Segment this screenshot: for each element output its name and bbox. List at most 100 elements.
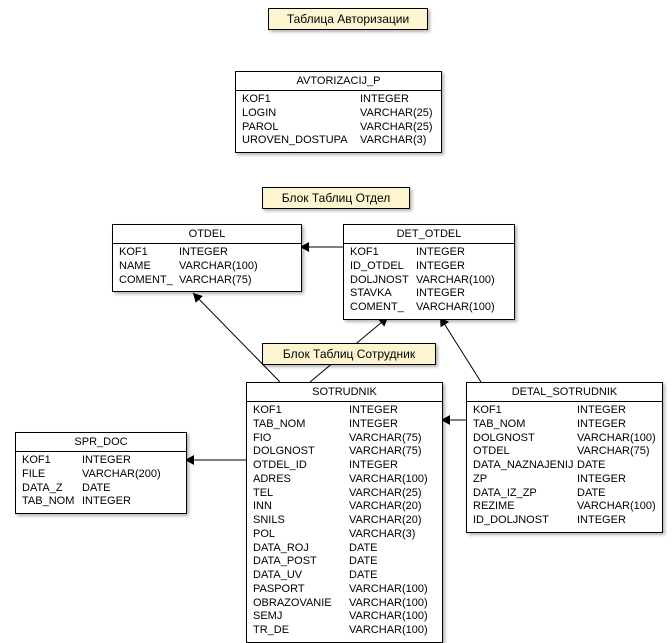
field-row: COMENT_VARCHAR(75): [119, 274, 295, 288]
connector-line: [440, 317, 481, 382]
field-row: TR_DEVARCHAR(100): [253, 624, 436, 638]
field-type: VARCHAR(25): [349, 487, 422, 501]
field-row: KOF1INTEGER: [242, 93, 435, 107]
field-type: VARCHAR(3): [349, 528, 415, 542]
field-name: REZIME: [473, 500, 577, 514]
field-row: ID_OTDELINTEGER: [350, 260, 508, 274]
field-type: INTEGER: [82, 495, 131, 509]
field-row: POLVARCHAR(3): [253, 528, 436, 542]
field-type: INTEGER: [416, 260, 465, 274]
field-type: VARCHAR(100): [349, 597, 428, 611]
field-name: FIO: [253, 432, 349, 446]
section-label: Таблица Авторизации: [268, 8, 428, 30]
field-name: POL: [253, 528, 349, 542]
field-type: VARCHAR(75): [349, 445, 422, 459]
field-type: VARCHAR(100): [349, 624, 428, 638]
field-type: INTEGER: [349, 459, 398, 473]
connector-line: [193, 293, 280, 382]
field-row: UROVEN_DOSTUPAVARCHAR(3): [242, 134, 435, 148]
field-row: TAB_NOMINTEGER: [473, 418, 656, 432]
field-name: NAME: [119, 260, 179, 274]
field-name: KOF1: [350, 246, 416, 260]
field-type: VARCHAR(200): [82, 468, 161, 482]
field-type: INTEGER: [360, 93, 409, 107]
field-row: OBRAZOVANIEVARCHAR(100): [253, 597, 436, 611]
field-row: SNILSVARCHAR(20): [253, 514, 436, 528]
field-row: STAVKAINTEGER: [350, 287, 508, 301]
field-type: VARCHAR(20): [349, 500, 422, 514]
entity-table-avtorizaciy_p: AVTORIZACIJ_P KOF1INTEGERLOGINVARCHAR(25)…: [235, 71, 442, 153]
field-name: OTDEL_ID: [253, 459, 349, 473]
entity-title: AVTORIZACIJ_P: [236, 72, 441, 91]
field-row: DATA_IZ_ZPDATE: [473, 487, 656, 501]
field-name: KOF1: [22, 454, 82, 468]
field-row: DATA_ZDATE: [22, 482, 180, 496]
field-name: ID_DOLJNOST: [473, 514, 577, 528]
field-name: ADRES: [253, 473, 349, 487]
field-row: REZIMEVARCHAR(100): [473, 500, 656, 514]
field-name: DATA_IZ_ZP: [473, 487, 577, 501]
field-name: DOLGNOST: [253, 445, 349, 459]
entity-table-otdel: OTDELKOF1INTEGERNAMEVARCHAR(100)COMENT_V…: [112, 224, 302, 292]
field-name: UROVEN_DOSTUPA: [242, 134, 360, 148]
field-row: DOLGNOSTVARCHAR(100): [473, 432, 656, 446]
field-row: LOGINVARCHAR(25): [242, 107, 435, 121]
field-name: DATA_POST: [253, 555, 349, 569]
field-name: INN: [253, 500, 349, 514]
field-name: TAB_NOM: [22, 495, 82, 509]
field-type: INTEGER: [416, 287, 465, 301]
field-name: DATA_NAZNAJENIJ: [473, 459, 577, 473]
field-type: VARCHAR(100): [349, 473, 428, 487]
field-type: INTEGER: [82, 454, 131, 468]
field-type: VARCHAR(20): [349, 514, 422, 528]
field-row: ID_DOLJNOSTINTEGER: [473, 514, 656, 528]
entity-title: SPR_DOC: [16, 433, 186, 452]
field-name: COMENT_: [350, 301, 416, 315]
field-row: NAMEVARCHAR(100): [119, 260, 295, 274]
field-row: ZPINTEGER: [473, 473, 656, 487]
field-row: KOF1INTEGER: [22, 454, 180, 468]
entity-fields: KOF1INTEGERTAB_NOMINTEGERDOLGNOSTVARCHAR…: [467, 402, 662, 532]
field-name: PAROL: [242, 121, 360, 135]
field-row: DATA_NAZNAJENIJDATE: [473, 459, 656, 473]
field-row: TELVARCHAR(25): [253, 487, 436, 501]
field-type: INTEGER: [577, 514, 626, 528]
field-row: KOF1INTEGER: [350, 246, 508, 260]
field-type: INTEGER: [349, 418, 398, 432]
field-name: STAVKA: [350, 287, 416, 301]
field-name: KOF1: [242, 93, 360, 107]
field-name: PASPORT: [253, 583, 349, 597]
field-row: ADRESVARCHAR(100): [253, 473, 436, 487]
field-type: INTEGER: [179, 246, 228, 260]
field-row: FIOVARCHAR(75): [253, 432, 436, 446]
field-row: KOF1INTEGER: [473, 404, 656, 418]
field-name: KOF1: [473, 404, 577, 418]
field-name: TEL: [253, 487, 349, 501]
field-name: DATA_UV: [253, 569, 349, 583]
field-row: OTDEL_IDINTEGER: [253, 459, 436, 473]
field-type: INTEGER: [349, 404, 398, 418]
field-type: DATE: [349, 542, 378, 556]
field-type: VARCHAR(100): [349, 583, 428, 597]
entity-table-detal_sotrudnik: DETAL_SOTRUDNIKKOF1INTEGERTAB_NOMINTEGER…: [466, 382, 663, 533]
field-name: ZP: [473, 473, 577, 487]
field-name: DOLGNOST: [473, 432, 577, 446]
field-row: COMENT_VARCHAR(100): [350, 301, 508, 315]
field-row: DATA_POSTDATE: [253, 555, 436, 569]
field-row: DATA_UVDATE: [253, 569, 436, 583]
field-type: VARCHAR(100): [577, 500, 656, 514]
field-type: VARCHAR(100): [416, 274, 495, 288]
field-type: VARCHAR(25): [360, 107, 433, 121]
field-row: TAB_NOMINTEGER: [253, 418, 436, 432]
field-type: VARCHAR(75): [577, 445, 650, 459]
field-row: KOF1INTEGER: [119, 246, 295, 260]
entity-fields: KOF1INTEGERNAMEVARCHAR(100)COMENT_VARCHA…: [113, 244, 301, 291]
entity-title: OTDEL: [113, 225, 301, 244]
field-type: VARCHAR(3): [360, 134, 426, 148]
field-name: KOF1: [119, 246, 179, 260]
field-row: PASPORTVARCHAR(100): [253, 583, 436, 597]
field-row: DOLGNOSTVARCHAR(75): [253, 445, 436, 459]
field-name: COMENT_: [119, 274, 179, 288]
entity-fields: KOF1INTEGERFILEVARCHAR(200)DATA_ZDATETAB…: [16, 452, 186, 513]
field-type: VARCHAR(100): [349, 610, 428, 624]
